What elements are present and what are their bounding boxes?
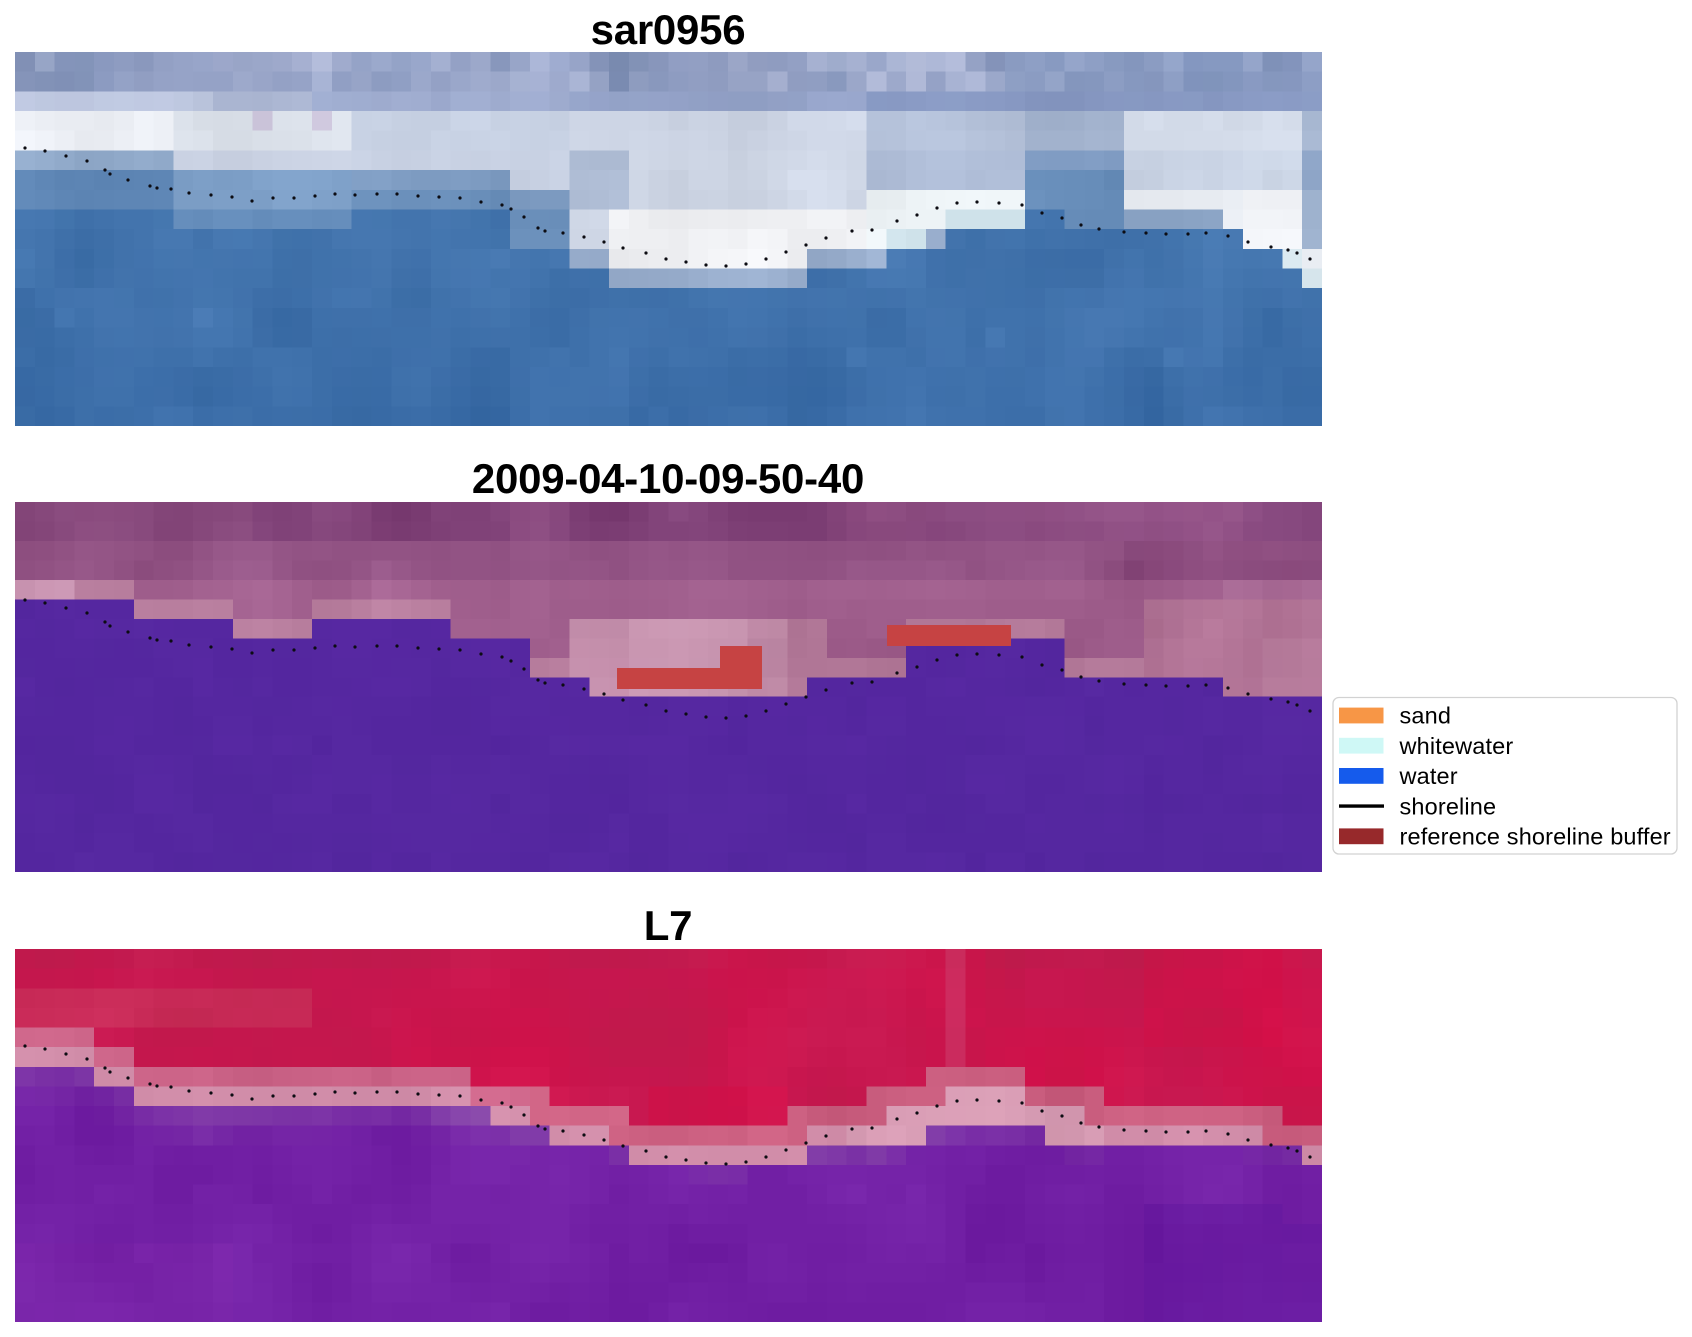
svg-text:whitewater: whitewater	[1399, 733, 1514, 759]
svg-text:water: water	[1399, 763, 1458, 789]
svg-text:reference shoreline buffer: reference shoreline buffer	[1400, 824, 1671, 850]
svg-text:sand: sand	[1400, 703, 1452, 729]
svg-text:shoreline: shoreline	[1400, 793, 1497, 819]
